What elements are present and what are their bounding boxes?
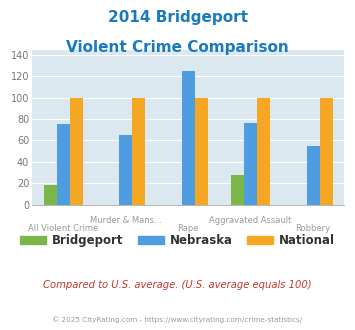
Text: Violent Crime Comparison: Violent Crime Comparison — [66, 40, 289, 54]
Bar — [244, 123, 257, 205]
Text: Rape: Rape — [178, 224, 199, 233]
Bar — [257, 98, 270, 205]
Text: 2014 Bridgeport: 2014 Bridgeport — [108, 10, 247, 25]
Bar — [182, 71, 195, 205]
Text: Compared to U.S. average. (U.S. average equals 100): Compared to U.S. average. (U.S. average … — [43, 280, 312, 290]
Text: © 2025 CityRating.com - https://www.cityrating.com/crime-statistics/: © 2025 CityRating.com - https://www.city… — [53, 317, 302, 323]
Text: Robbery: Robbery — [296, 224, 331, 233]
Bar — [132, 98, 145, 205]
Text: Murder & Mans...: Murder & Mans... — [90, 216, 162, 225]
Bar — [307, 146, 320, 205]
Text: All Violent Crime: All Violent Crime — [28, 224, 98, 233]
Bar — [195, 98, 208, 205]
Bar — [119, 135, 132, 205]
Bar — [320, 98, 333, 205]
Bar — [70, 98, 83, 205]
Text: Aggravated Assault: Aggravated Assault — [209, 216, 292, 225]
Bar — [231, 175, 244, 205]
Bar — [44, 185, 57, 205]
Bar — [57, 124, 70, 205]
Legend: Bridgeport, Nebraska, National: Bridgeport, Nebraska, National — [16, 230, 339, 252]
